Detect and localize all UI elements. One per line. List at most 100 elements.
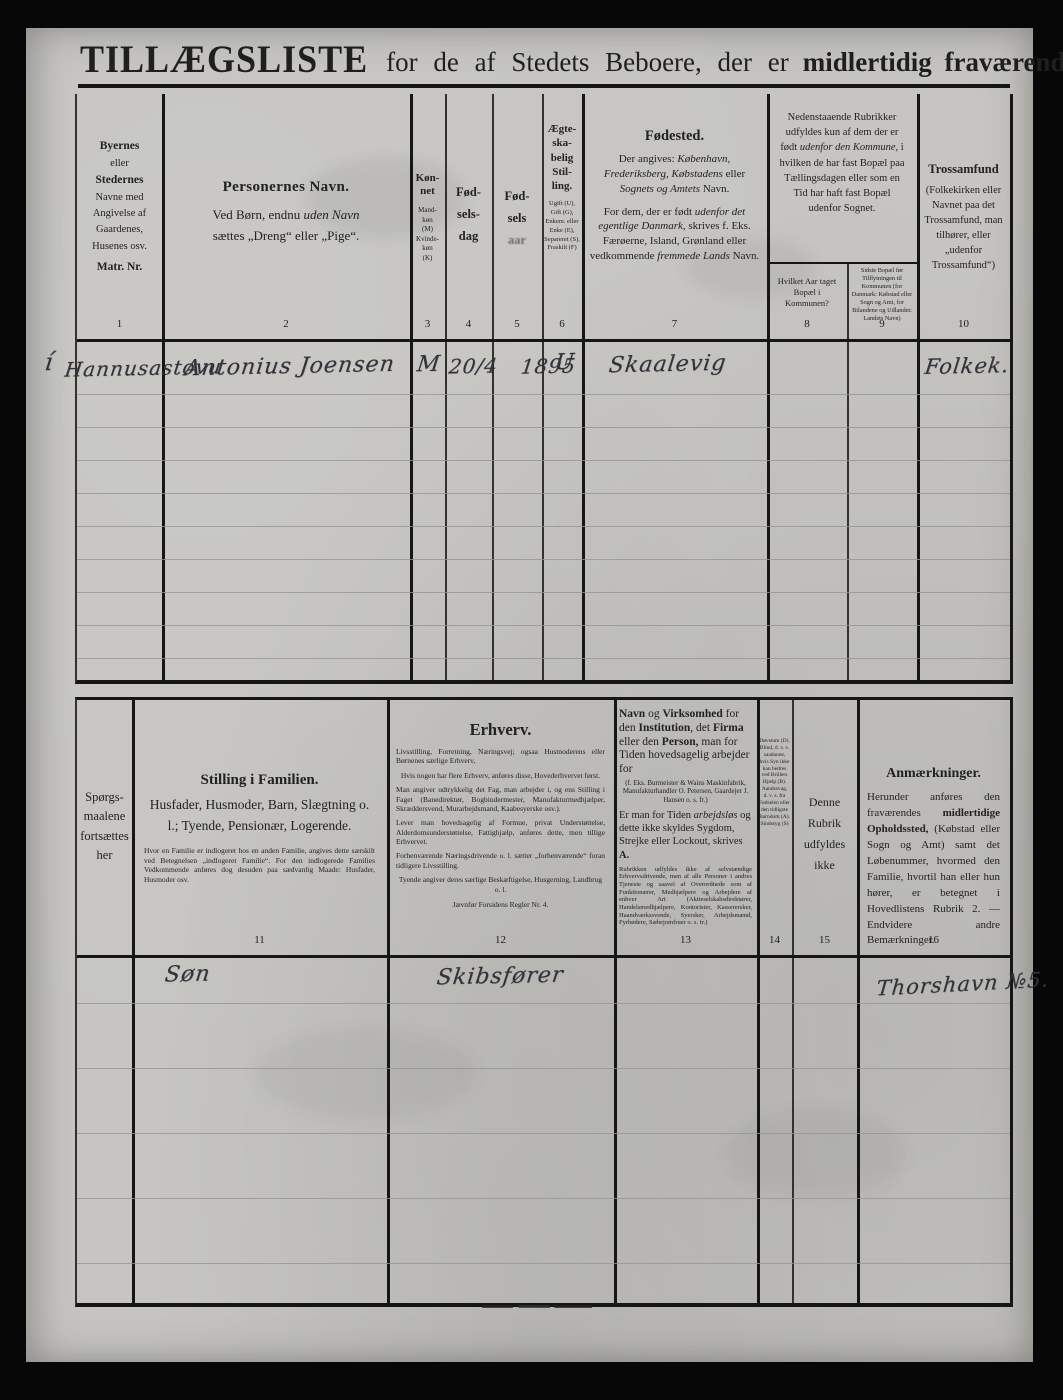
- header-bottom-rule: [77, 339, 1010, 342]
- col-number-11: 11: [254, 934, 265, 946]
- col-number-3: 3: [424, 318, 431, 330]
- note-line: køn: [422, 215, 433, 224]
- header-line: Stil-: [552, 165, 572, 178]
- column-divider: [767, 94, 770, 680]
- note-run-italic: Sognets og Amtets: [619, 182, 701, 195]
- run-italic: arbejdsløs: [693, 810, 738, 822]
- handwritten-birthday: 20/4: [447, 353, 500, 379]
- col-number-7: 7: [671, 318, 678, 330]
- header-line: ikke: [814, 858, 835, 872]
- header-paragraph: Man angiver udtrykkelig det Fag, man arb…: [396, 785, 605, 813]
- column-divider: [847, 262, 849, 680]
- handwritten-family-position: Søn: [163, 961, 213, 988]
- run: Er man for Tiden: [619, 810, 694, 822]
- col-number-16: 16: [928, 934, 939, 946]
- header-line: belig: [550, 151, 574, 164]
- header-line: eller: [110, 157, 129, 169]
- handwritten-birthplace: Skaalevig: [607, 350, 728, 379]
- note-line: (K): [422, 253, 433, 262]
- table-persons-upper: Byernes eller Stedernes Navne med Angive…: [43, 94, 1013, 684]
- col-header-occupation: Erhverv. Livsstilling, Forretning, Nærin…: [387, 720, 614, 909]
- header-line: Navne med: [95, 191, 144, 203]
- col-number-15: 15: [819, 934, 830, 946]
- note-run: For dem, der er født: [603, 205, 695, 218]
- header-title: Anmærkninger.: [886, 766, 981, 781]
- run: og dette ikke skyldes Sygdom, Strejke el…: [619, 810, 751, 848]
- row-rule: [77, 1068, 1010, 1069]
- header-note: Husfader, Husmoder, Barn, Slægtning o. l…: [149, 797, 370, 833]
- header-line: Ægte-: [547, 123, 577, 135]
- header-paragraph: Er man for Tiden arbejdsløs og dette ikk…: [619, 809, 752, 862]
- note-run: Der angives:: [618, 153, 678, 165]
- col-number-1: 1: [116, 318, 123, 330]
- bleedthrough-smudge: [726, 1108, 906, 1198]
- header-line: Stedernes: [95, 174, 144, 187]
- header-line: Denne: [808, 795, 841, 809]
- row-rule: [77, 592, 1010, 593]
- col-number-5: 5: [514, 318, 520, 330]
- column-divider: [792, 700, 794, 1303]
- note-line: Mand-: [418, 206, 437, 215]
- header-line: Angivelse af: [92, 208, 147, 220]
- note-run: Navn.: [729, 250, 760, 263]
- page-title: TILLÆGSLISTE for de af Stedets Beboere, …: [80, 37, 1063, 80]
- row-rule: [77, 427, 1010, 428]
- run-bold: Virksomhed: [662, 708, 723, 720]
- page-title-mid: for de af Stedets Beboere, der er: [386, 47, 789, 77]
- header-line: dag: [458, 228, 479, 243]
- title-rule: [78, 84, 1010, 88]
- note-run: eller: [722, 167, 746, 180]
- header-paragraph: Forhenværende Næringsdrivende o. l. sætt…: [396, 851, 605, 870]
- run: , det: [690, 721, 713, 734]
- header-line: ling.: [551, 180, 573, 193]
- header-paragraph: Navn og Virksomhed for den Institution, …: [619, 708, 752, 777]
- run-bold: Firma: [712, 721, 744, 734]
- col-header-name: Personernes Navn. Ved Børn, endnu uden N…: [162, 179, 410, 247]
- row-rule: [77, 1263, 1010, 1264]
- note-run: Ved Børn, endnu: [212, 207, 304, 222]
- col-header-birthplace: Fødested. Der angives: København, Freder…: [582, 128, 767, 264]
- col-number-10: 10: [958, 318, 969, 330]
- col-header-birthyear: Fød- sels aar: [492, 186, 542, 252]
- col-number-4: 4: [465, 318, 472, 330]
- handwritten-marital: U: [553, 349, 577, 376]
- header-line: sels-: [457, 206, 480, 221]
- row-rule: [77, 394, 1010, 395]
- header-note: (Folkekirken eller Navnet paa det Trossa…: [924, 185, 1003, 271]
- header-note: Der angives: København, Frederiksberg, K…: [588, 152, 761, 197]
- note-line: (M): [422, 225, 433, 234]
- run: Herunder anføres den fraværendes: [867, 791, 1000, 819]
- column-divider: [917, 94, 920, 680]
- column-divider: [614, 700, 617, 1303]
- header-paragraph: Livsstilling, Forretning, Næringsvej; og…: [396, 747, 605, 766]
- column-divider: [445, 94, 447, 680]
- header-paragraph: Hvis nogen har flere Erhverv, anføres di…: [400, 770, 601, 780]
- header-line: Fød-: [504, 189, 530, 203]
- col-header-moved-span: Nedenstaaende Rubrikker udfyldes kun af …: [767, 110, 917, 217]
- column-divider: [542, 94, 544, 680]
- run-bold: Person,: [661, 735, 699, 748]
- table-persons-lower: Spørgs- maalene fortsættes her Stilling …: [75, 697, 1051, 1307]
- header-bottom-rule: [77, 955, 1010, 958]
- col-number-12: 12: [495, 934, 506, 946]
- run-bold: Navn: [619, 708, 646, 720]
- header-title: Personernes Navn.: [222, 179, 350, 195]
- row-rule: [77, 526, 1010, 527]
- column-divider: [410, 94, 413, 680]
- col-number-6: 6: [559, 318, 565, 330]
- col-number-13: 13: [680, 934, 691, 946]
- row-rule: [77, 625, 1010, 626]
- run-bold: A.: [619, 849, 630, 861]
- side-line: fortsættes: [80, 828, 129, 843]
- handwritten-sex: M: [415, 351, 443, 378]
- note-run: Navn.: [700, 182, 730, 195]
- side-label-questions-continue: Spørgs- maalene fortsættes her: [77, 788, 132, 866]
- row-rule: [77, 1198, 1010, 1199]
- header-title: Stilling i Familien.: [200, 772, 319, 788]
- col-header-last-residence: Sidste Bopæl før Tilflytningen til Kommu…: [851, 267, 913, 323]
- header-line: Matr. Nr.: [96, 260, 143, 273]
- bleedthrough-smudge: [686, 238, 816, 298]
- note-run-italic: udenfor den Kommune,: [799, 142, 899, 154]
- bleedthrough-smudge: [306, 158, 466, 238]
- header-smallprint: (f. Eks. Burmeister & Wains Maskinfabrik…: [622, 778, 749, 804]
